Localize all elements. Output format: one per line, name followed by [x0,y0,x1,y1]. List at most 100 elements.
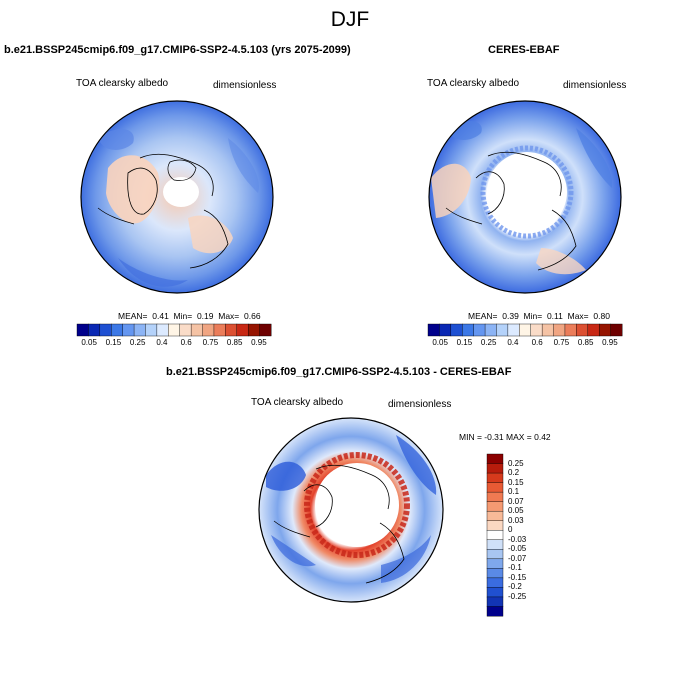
panel-2-colorbar-swatch [462,323,475,337]
panel-1-colorbar-swatch [122,323,135,337]
panel-2-colorbar-swatch [610,323,623,337]
panel-3-colorbar-tick-label: 0.1 [508,487,520,497]
panel-3-colorbar-tick-label: 0.25 [508,458,524,468]
panel-1-colorbar-swatch [111,323,124,337]
panel-3-colorbar-swatch [486,596,504,607]
panel-1-stats: MEAN= 0.41 Min= 0.19 Max= 0.66 [118,311,261,321]
panel-1-map [80,100,274,294]
panel-3-colorbar-tick-label: -0.07 [508,553,527,563]
panel-1-colorbar-swatch [259,323,272,337]
panel-3-colorbar-tick-label: 0.03 [508,515,524,525]
panel-2-colorbar-swatch [439,323,452,337]
panel-1-colorbar-swatch [133,323,146,337]
panel-3-title: b.e21.BSSP245cmip6.f09_g17.CMIP6-SSP2-4.… [166,366,512,378]
panel-3-colorbar-swatch [486,549,504,560]
panel-3-colorbar-tick-label: -0.15 [508,572,527,582]
panel-2-colorbar-swatch [598,323,611,337]
panel-3-colorbar-tick-label: -0.25 [508,591,527,601]
panel-3-colorbar-tick-label: 0.15 [508,477,524,487]
panel-2-colorbar-swatch [450,323,463,337]
panel-3-colorbar-tick-label: -0.1 [508,563,522,573]
panel-3-colorbar [486,453,504,617]
panel-2-colorbar-swatch [541,323,554,337]
panel-2-variable-label: TOA clearsky albedo [427,78,520,89]
panel-1-colorbar-swatch [76,323,89,337]
panel-3-colorbar-swatch [486,606,504,617]
panel-2-map [428,100,622,294]
panel-1-colorbar-swatch [179,323,192,337]
panel-3-colorbar-tick-label: -0.03 [508,534,527,544]
panel-3-colorbar-swatch [486,577,504,588]
panel-2-colorbar-tick-label: 0.15 [456,338,473,347]
panel-3-colorbar-labels: 0.25 0.2 0.15 0.1 0.07 0.05 0.03 0 -0.03 -0.05 -0.… [508,454,548,616]
panel-3-colorbar-tick-label: 0.07 [508,496,524,506]
panel-1-units-label: dimensionless [213,80,277,91]
panel-2-colorbar-tick-label: 0.95 [602,338,618,347]
panel-1-variable-label: TOA clearsky albedo [76,78,169,89]
panel-3-colorbar-swatch [486,510,504,522]
panel-2-colorbar-tick-label: 0.25 [480,338,497,347]
panel-1-colorbar [76,323,272,337]
panel-3-map [258,417,444,603]
panel-2-colorbar-tick-label: 0.05 [432,338,448,347]
panel-3-colorbar-swatch [486,482,504,493]
panel-2-colorbar-swatch [427,323,440,337]
panel-3-colorbar-tick-label: -0.2 [508,582,522,592]
panel-2-colorbar-swatch [564,323,577,337]
panel-3-colorbar-swatch [486,491,504,503]
panel-3-colorbar-swatch [486,558,504,569]
panel-3-colorbar-swatch [486,453,504,464]
panel-2-colorbar-tick-label: 0.75 [553,338,570,347]
panel-1-colorbar-tick-label: 0.75 [202,338,219,347]
figure-title: DJF [330,8,370,31]
panel-2-colorbar [427,323,623,337]
panel-2-colorbar-labels: 0.05 0.15 0.25 0.4 0.6 0.75 0.85 0.95 [428,338,622,350]
panel-3-colorbar-swatch [486,587,504,598]
panel-3-colorbar-tick-label: 0.05 [508,506,524,516]
panel-1-colorbar-swatch [202,323,215,337]
panel-3-variable-label: TOA clearsky albedo [251,397,344,408]
panel-2-colorbar-swatch [576,323,589,337]
panel-1-colorbar-tick-label: 0.6 [180,338,192,347]
panel-2-colorbar-tick-label: 0.4 [507,338,519,347]
panel-1-colorbar-labels: 0.05 0.15 0.25 0.4 0.6 0.75 0.85 0.95 [77,338,271,350]
panel-3-colorbar-swatch [486,568,504,579]
panel-2-stats: MEAN= 0.39 Min= 0.11 Max= 0.80 [468,311,610,321]
panel-1-colorbar-tick-label: 0.15 [105,338,122,347]
panel-1-colorbar-swatch [225,323,238,337]
panel-2-colorbar-swatch [507,323,520,337]
panel-2-colorbar-swatch [587,323,600,337]
panel-3-colorbar-tick-label: 0.2 [508,468,520,478]
panel-2-colorbar-tick-label: 0.6 [531,338,543,347]
panel-2-colorbar-swatch [473,323,486,337]
panel-3-colorbar-swatch [486,530,504,541]
panel-2-colorbar-swatch [519,323,532,337]
panel-1-colorbar-tick-label: 0.25 [129,338,146,347]
panel-1-colorbar-swatch [156,323,169,337]
panel-2-colorbar-swatch [496,323,509,337]
panel-2-colorbar-swatch [553,323,566,337]
panel-3-colorbar-tick-label: 0 [508,525,513,535]
panel-1-colorbar-swatch [213,323,226,337]
panel-2-units-label: dimensionless [563,80,627,91]
panel-2-colorbar-swatch [530,323,543,337]
panel-1-colorbar-tick-label: 0.05 [81,338,97,347]
panel-1-colorbar-swatch [99,323,112,337]
panel-1-colorbar-swatch [145,323,158,337]
panel-1-title: b.e21.BSSP245cmip6.f09_g17.CMIP6-SSP2-4.… [4,44,351,56]
panel-1-colorbar-swatch [236,323,249,337]
panel-3-colorbar-swatch [486,501,504,512]
panel-3-colorbar-swatch [486,520,504,531]
panel-3-colorbar-swatch [486,472,504,483]
panel-1-colorbar-tick-label: 0.95 [251,338,267,347]
panel-2-title: CERES-EBAF [488,44,560,56]
panel-3-stats: MIN = -0.31 MAX = 0.42 [459,432,551,442]
panel-1-colorbar-swatch [190,323,203,337]
panel-1-colorbar-swatch [88,323,101,337]
panel-2-colorbar-swatch [484,323,497,337]
panel-3-colorbar-swatch [486,539,504,550]
panel-2-colorbar-tick-label: 0.85 [577,338,594,347]
panel-3-colorbar-swatch [486,463,504,474]
panel-1-colorbar-tick-label: 0.85 [226,338,243,347]
panel-1-colorbar-swatch [168,323,181,337]
